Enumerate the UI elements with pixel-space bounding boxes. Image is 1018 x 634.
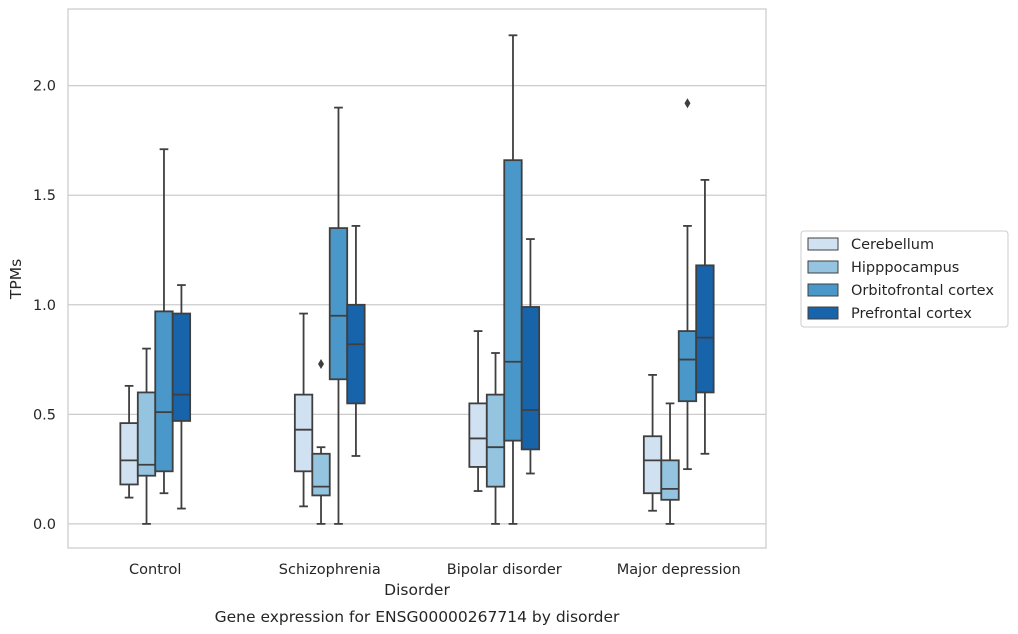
y-tick-label: 1.0 <box>33 298 56 314</box>
box-body <box>520 306 541 451</box>
box-body <box>503 159 523 442</box>
box-body <box>293 393 314 473</box>
box-orbitofrontal-cortex <box>328 106 349 525</box>
box-body <box>328 227 349 381</box>
legend-label: Cerebellum <box>851 237 934 253</box>
plot-frame <box>67 8 767 549</box>
box-hipppocampus <box>311 358 331 525</box>
x-tick-label: Schizophrenia <box>279 562 381 578</box>
x-tick-label: Bipolar disorder <box>447 562 562 578</box>
box-body <box>119 422 139 486</box>
box-body <box>677 330 698 403</box>
box-cerebellum <box>468 330 488 492</box>
box-prefrontal-cortex <box>695 179 715 455</box>
legend-label: Orbitofrontal cortex <box>851 283 994 299</box>
box-orbitofrontal-cortex <box>503 34 523 525</box>
legend-frame <box>800 230 1009 328</box>
box-body <box>660 459 680 501</box>
legend-swatch <box>807 260 839 274</box>
box-hipppocampus <box>485 352 506 525</box>
box-prefrontal-cortex <box>171 284 192 510</box>
y-tick-label: 0.0 <box>33 517 56 533</box>
x-axis-title: Disorder <box>384 581 450 599</box>
legend-swatch <box>807 283 839 297</box>
box-cerebellum <box>293 312 314 508</box>
box-body <box>485 393 506 488</box>
legend-swatch <box>807 306 839 320</box>
box-orbitofrontal-cortex <box>154 148 174 495</box>
x-tick-label: Major depression <box>617 562 741 578</box>
chart-caption: Gene expression for ENSG00000267714 by d… <box>215 608 620 626</box>
legend-label: Prefrontal cortex <box>851 306 972 322</box>
x-tick-label: Control <box>129 562 181 578</box>
y-tick-label: 0.5 <box>33 407 56 423</box>
box-body <box>136 391 157 477</box>
box-hipppocampus <box>136 347 157 525</box>
axes-layer: 0.0 0.5 1.0 1.5 2.0 Control Schizophrenia Bipol… <box>33 79 741 578</box>
box-body <box>154 310 174 473</box>
legend: Cerebellum Hipppocampus Orbitofrontal cort… <box>800 230 1009 328</box>
box-orbitofrontal-cortex <box>677 98 698 471</box>
box-prefrontal-cortex <box>346 225 366 457</box>
legend-swatch <box>807 237 839 251</box>
box-body <box>346 303 366 405</box>
box-cerebellum <box>642 374 663 512</box>
box-body <box>695 264 715 394</box>
box-body <box>642 435 663 495</box>
boxes-layer <box>119 34 715 525</box>
y-axis-title: TPMs <box>7 259 25 300</box>
legend-label: Hipppocampus <box>851 260 959 276</box>
y-tick-label: 1.5 <box>33 188 56 204</box>
box-cerebellum <box>119 384 139 499</box>
outlier-point <box>318 358 325 369</box>
box-hipppocampus <box>660 402 680 525</box>
box-body <box>171 312 192 422</box>
box-prefrontal-cortex <box>520 238 541 475</box>
y-tick-label: 2.0 <box>33 79 56 95</box>
box-body <box>468 402 488 468</box>
outlier-point <box>684 98 691 109</box>
box-body <box>311 452 331 497</box>
